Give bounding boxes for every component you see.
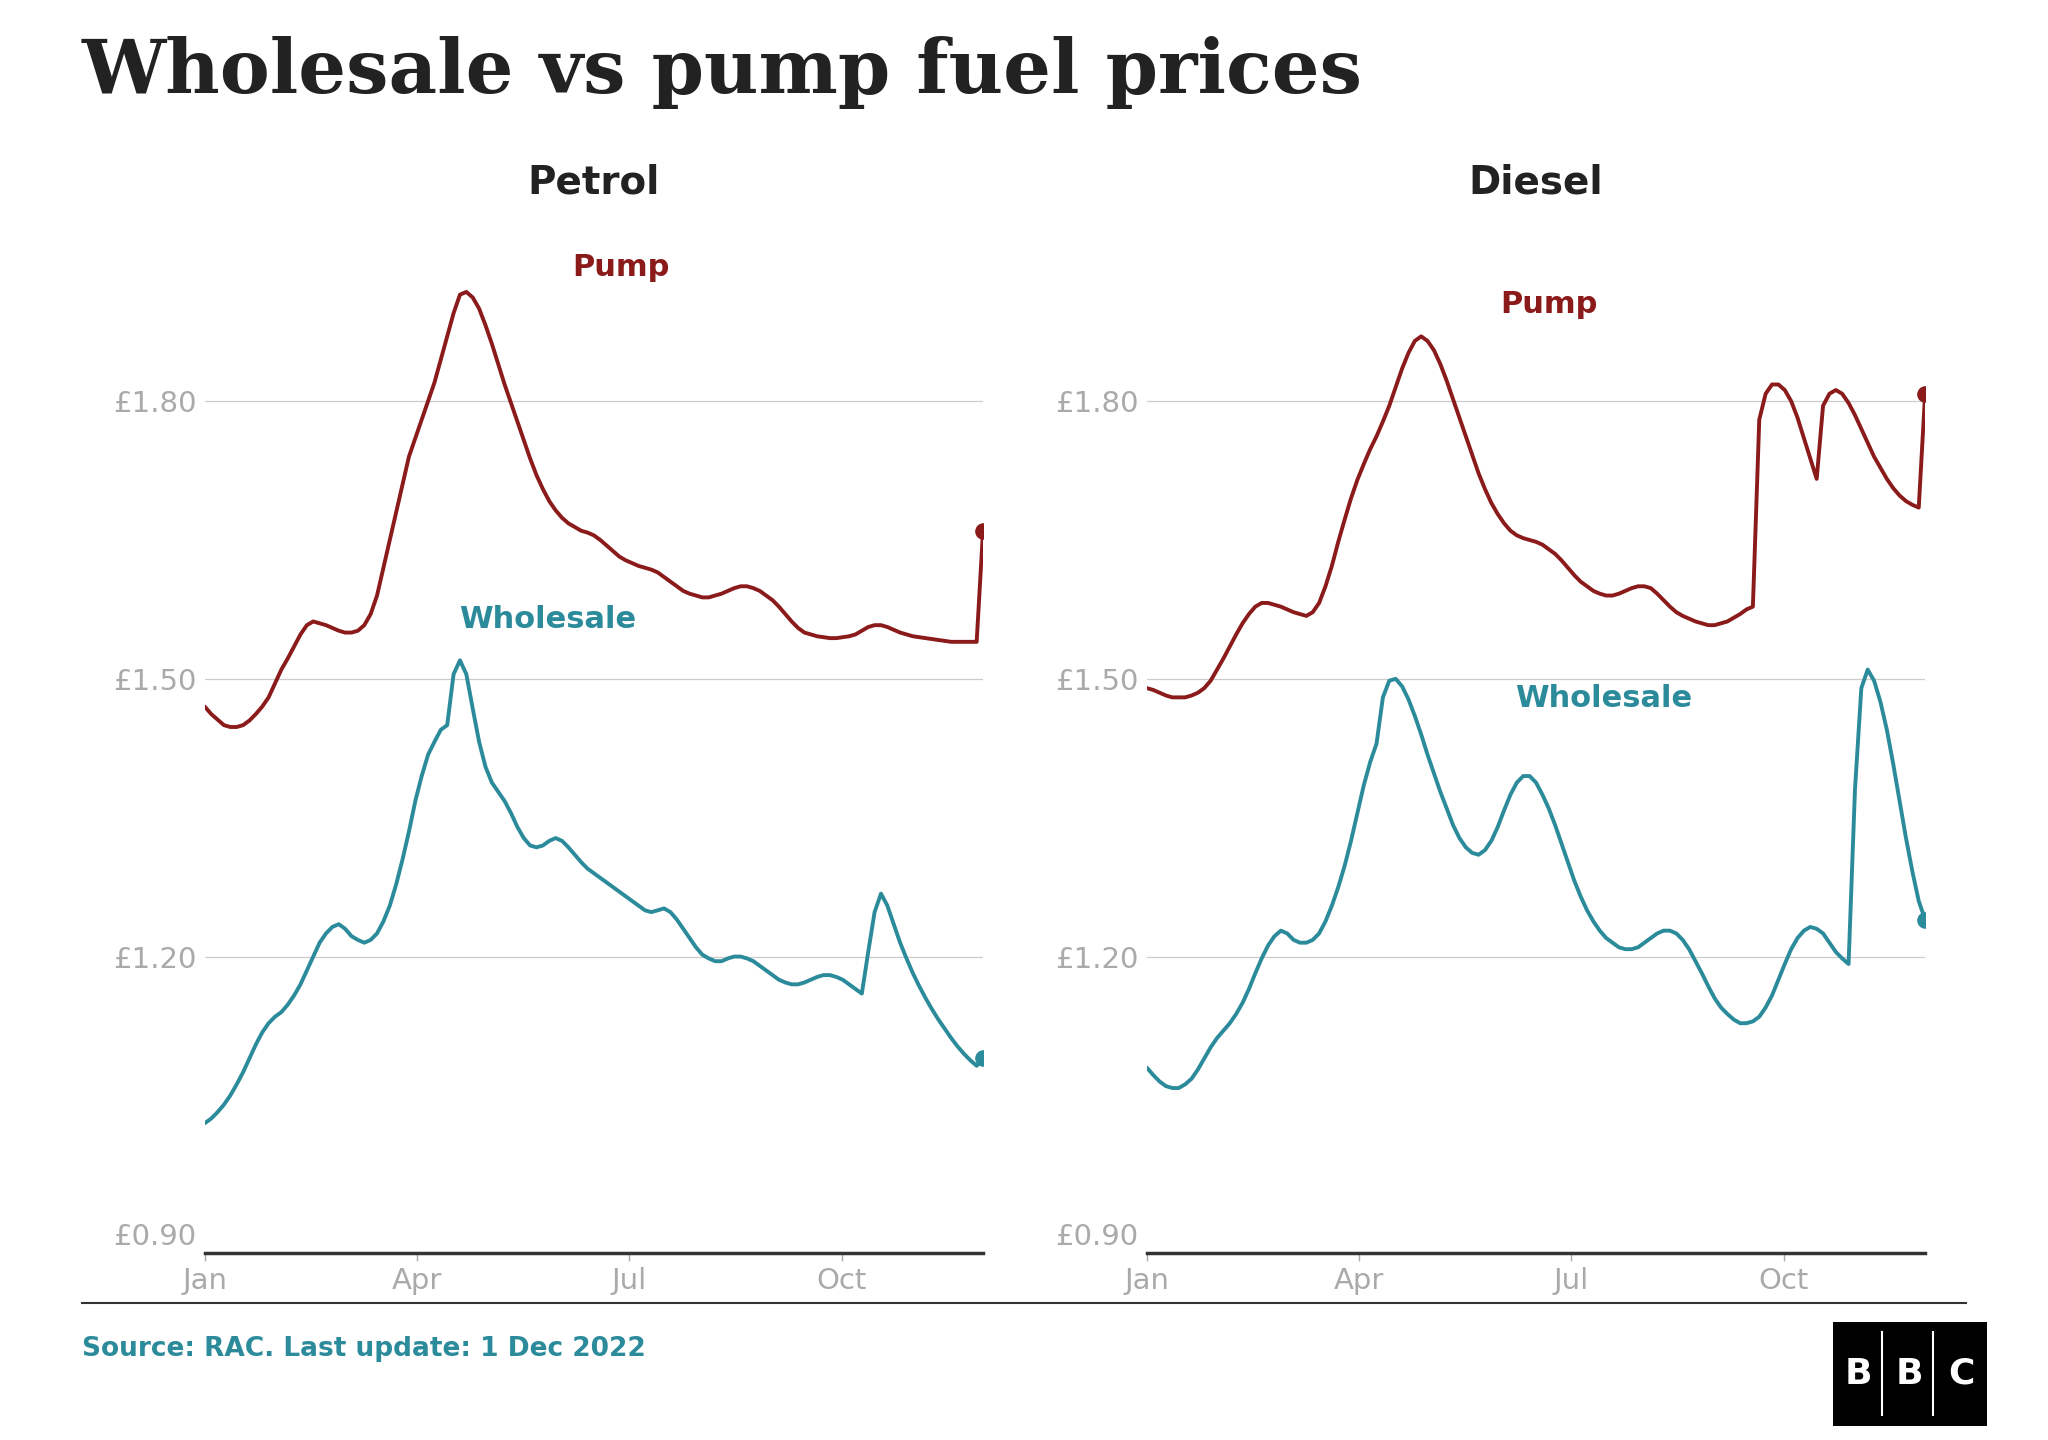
- Point: [1909, 382, 1942, 405]
- Title: Diesel: Diesel: [1468, 164, 1604, 202]
- Text: C: C: [1948, 1356, 1974, 1391]
- Text: Pump: Pump: [573, 253, 670, 282]
- Text: Pump: Pump: [1501, 291, 1597, 320]
- Point: [967, 520, 999, 543]
- Text: Wholesale vs pump fuel prices: Wholesale vs pump fuel prices: [82, 36, 1362, 109]
- Text: Source: RAC. Last update: 1 Dec 2022: Source: RAC. Last update: 1 Dec 2022: [82, 1336, 645, 1362]
- Point: [1909, 909, 1942, 932]
- Text: Wholesale: Wholesale: [1516, 684, 1692, 713]
- Point: [967, 1047, 999, 1070]
- Title: Petrol: Petrol: [528, 164, 659, 202]
- Text: B: B: [1845, 1356, 1872, 1391]
- Text: B: B: [1896, 1356, 1923, 1391]
- Text: Wholesale: Wholesale: [459, 605, 637, 634]
